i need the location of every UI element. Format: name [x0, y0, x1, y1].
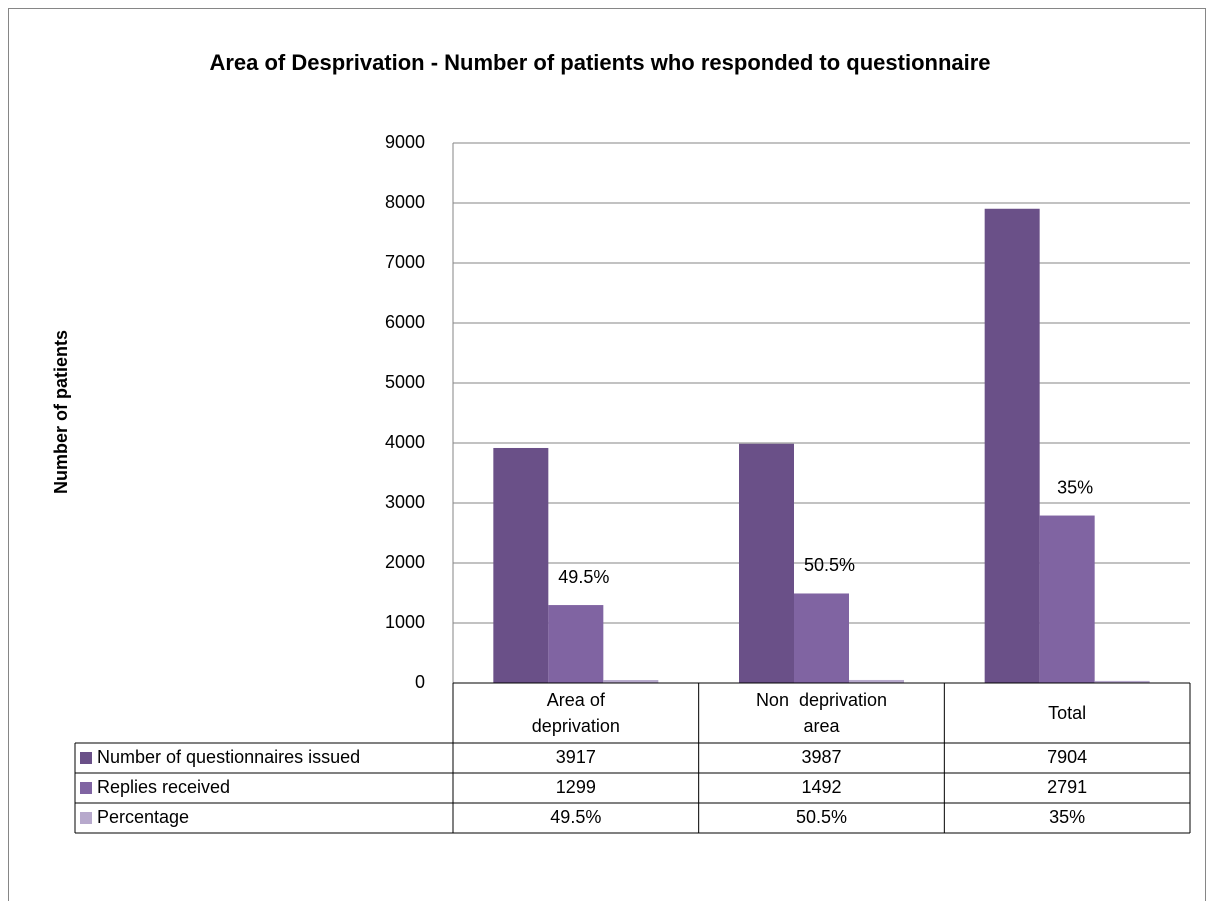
bar	[1094, 680, 1150, 683]
legend-label: Replies received	[97, 777, 230, 797]
category-text: Non deprivation area	[755, 690, 893, 736]
table-value: 2791	[1047, 777, 1087, 797]
category-label: Non deprivation area	[699, 683, 945, 743]
y-tick-label: 5000	[385, 372, 425, 392]
table-value: 3917	[556, 747, 596, 767]
legend-label: Number of questionnaires issued	[97, 747, 360, 767]
table-value: 49.5%	[550, 807, 601, 827]
bar	[739, 443, 794, 683]
y-tick-label: 4000	[385, 432, 425, 452]
y-tick-label: 0	[415, 672, 425, 692]
table-value: 1299	[556, 777, 596, 797]
table-value: 35%	[1049, 807, 1085, 827]
y-tick-label: 9000	[385, 132, 425, 152]
bar	[984, 208, 1040, 683]
y-tick-label: 8000	[385, 192, 425, 212]
legend-label: Percentage	[97, 807, 189, 827]
table-value: 50.5%	[796, 807, 847, 827]
category-text: Total	[1048, 703, 1087, 723]
bar	[849, 679, 904, 683]
chart-title: Area of Desprivation - Number of patient…	[209, 50, 991, 75]
y-tick-label: 1000	[385, 612, 425, 632]
bar	[548, 605, 604, 683]
table-value: 3987	[801, 747, 841, 767]
bar	[603, 680, 659, 683]
table-value: 1492	[801, 777, 841, 797]
y-tick-label: 3000	[385, 492, 425, 512]
bar	[493, 447, 549, 683]
bar	[794, 593, 849, 683]
y-tick-label: 7000	[385, 252, 425, 272]
data-label: 50.5%	[804, 555, 855, 575]
table-value: 7904	[1047, 747, 1087, 767]
category-label: Total	[944, 683, 1190, 743]
category-label: Area of deprivation	[453, 683, 699, 743]
chart-border	[8, 8, 1206, 901]
data-label: 35%	[1057, 477, 1093, 497]
y-tick-label: 2000	[385, 552, 425, 572]
data-label: 49.5%	[558, 567, 609, 587]
legend-key	[80, 782, 92, 794]
bar	[1039, 515, 1095, 683]
category-text: Area of deprivation	[531, 690, 620, 736]
legend-key	[80, 752, 92, 764]
y-axis-label: Number of patients	[51, 330, 71, 494]
legend-key	[80, 812, 92, 824]
y-tick-label: 6000	[385, 312, 425, 332]
